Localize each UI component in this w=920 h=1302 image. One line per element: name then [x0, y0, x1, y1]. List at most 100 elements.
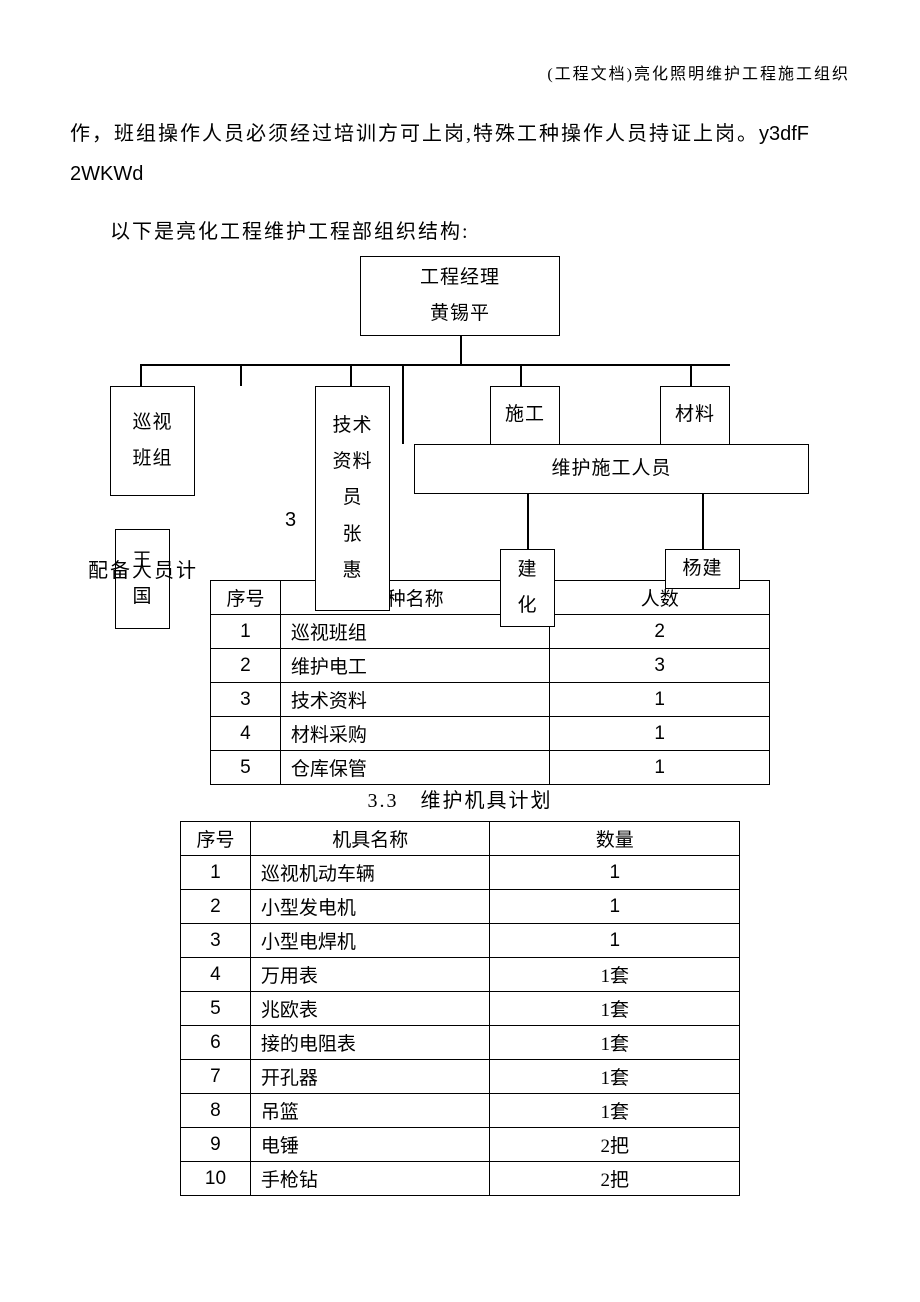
org-box-yangjian: 杨建	[665, 549, 740, 589]
cell: 1	[550, 683, 770, 717]
org-line	[460, 336, 462, 364]
cell: 兆欧表	[250, 992, 490, 1026]
table-row: 2 维护电工 3	[211, 649, 770, 683]
org-maintain-l1: 维护施工人员	[551, 451, 671, 487]
t2-h2: 机具名称	[250, 822, 490, 856]
org-line	[690, 364, 692, 386]
t1-h1: 序号	[211, 581, 281, 615]
org-line	[702, 494, 704, 549]
doc-header: (工程文档)亮化照明维护工程施工组织	[70, 60, 850, 84]
table-row: 1 巡视班组 2	[211, 615, 770, 649]
cell: 3	[550, 649, 770, 683]
org-line	[402, 364, 404, 444]
org-tech-l5: 惠	[342, 553, 362, 589]
table-row: 8吊篮1套	[181, 1094, 740, 1128]
cell: 1	[181, 856, 251, 890]
table-row: 3 技术资料 1	[211, 683, 770, 717]
cell: 电锤	[250, 1128, 490, 1162]
cell: 2把	[490, 1128, 740, 1162]
org-line	[350, 364, 352, 386]
cell: 1套	[490, 992, 740, 1026]
cell: 开孔器	[250, 1060, 490, 1094]
table-row: 3小型电焊机1	[181, 924, 740, 958]
org-label-peibeipeople: 配备人员计	[88, 554, 198, 583]
cell: 1	[211, 615, 281, 649]
table-row: 4万用表1套	[181, 958, 740, 992]
cell: 1套	[490, 1094, 740, 1128]
table-row: 5兆欧表1套	[181, 992, 740, 1026]
org-jian-l1: 建	[517, 552, 537, 588]
org-manager-title: 工程经理	[420, 260, 500, 296]
table-row: 7开孔器1套	[181, 1060, 740, 1094]
cell: 小型电焊机	[250, 924, 490, 958]
cell: 2	[211, 649, 281, 683]
cell: 2	[550, 615, 770, 649]
t2-h1: 序号	[181, 822, 251, 856]
org-inspect-l2: 班组	[132, 441, 172, 477]
cell: 吊篮	[250, 1094, 490, 1128]
paragraph-1: 作，班组操作人员必须经过培训方可上岗,特殊工种操作人员持证上岗。y3dfF 2W…	[70, 114, 850, 194]
cell: 仓库保管	[280, 751, 549, 785]
cell: 2	[181, 890, 251, 924]
org-wang-l2: 国	[132, 579, 152, 615]
org-box-tech: 技术 资料 员 张 惠	[315, 386, 390, 611]
t2-h3: 数量	[490, 822, 740, 856]
cell: 手枪钻	[250, 1162, 490, 1196]
org-material-l1: 材料	[675, 397, 715, 433]
cell: 巡视机动车辆	[250, 856, 490, 890]
org-box-construct: 施工	[490, 386, 560, 444]
org-label-3: 3	[285, 509, 298, 532]
cell: 3	[211, 683, 281, 717]
org-tech-l1: 技术	[332, 408, 372, 444]
cell: 6	[181, 1026, 251, 1060]
org-chart: 工程经理 黄锡平 巡视 班组 技术 资料 员 张 惠 施工 材料 维护施工人员 …	[70, 256, 850, 776]
org-construct-l1: 施工	[505, 397, 545, 433]
org-line	[140, 364, 142, 386]
table-row: 2小型发电机1	[181, 890, 740, 924]
table-header-row: 序号 机具名称 数量	[181, 822, 740, 856]
org-jian-l2: 化	[517, 588, 537, 624]
cell: 2把	[490, 1162, 740, 1196]
cell: 1	[490, 856, 740, 890]
cell: 8	[181, 1094, 251, 1128]
cell: 1	[490, 890, 740, 924]
cell: 材料采购	[280, 717, 549, 751]
org-line	[240, 364, 242, 386]
org-line	[520, 364, 522, 386]
cell: 万用表	[250, 958, 490, 992]
cell: 4	[181, 958, 251, 992]
cell: 1套	[490, 1060, 740, 1094]
cell: 技术资料	[280, 683, 549, 717]
equipment-table: 序号 机具名称 数量 1巡视机动车辆1 2小型发电机1 3小型电焊机1 4万用表…	[180, 821, 740, 1196]
table-row: 4 材料采购 1	[211, 717, 770, 751]
cell: 1套	[490, 958, 740, 992]
table-row: 1巡视机动车辆1	[181, 856, 740, 890]
cell: 5	[181, 992, 251, 1026]
org-line	[140, 364, 730, 366]
cell: 3	[181, 924, 251, 958]
org-yang-l1: 杨建	[682, 551, 722, 587]
org-tech-l4: 张	[342, 517, 362, 553]
cell: 1	[490, 924, 740, 958]
cell: 4	[211, 717, 281, 751]
org-line	[527, 494, 529, 549]
cell: 5	[211, 751, 281, 785]
cell: 维护电工	[280, 649, 549, 683]
cell: 1	[550, 717, 770, 751]
org-box-inspect: 巡视 班组	[110, 386, 195, 496]
personnel-table: 序号 种名称 人数 1 巡视班组 2 2 维护电工 3 3 技术资料 1 4 材	[210, 580, 770, 785]
org-box-jianhua: 建 化	[500, 549, 555, 627]
cell: 7	[181, 1060, 251, 1094]
cell: 小型发电机	[250, 890, 490, 924]
cell: 9	[181, 1128, 251, 1162]
table-row: 6接的电阻表1套	[181, 1026, 740, 1060]
org-tech-l3: 员	[342, 480, 362, 516]
org-manager-name: 黄锡平	[430, 296, 490, 332]
org-box-maintain: 维护施工人员	[414, 444, 809, 494]
table-row: 10手枪钻2把	[181, 1162, 740, 1196]
org-box-manager: 工程经理 黄锡平	[360, 256, 560, 336]
cell: 1套	[490, 1026, 740, 1060]
org-box-material: 材料	[660, 386, 730, 444]
org-inspect-l1: 巡视	[132, 405, 172, 441]
table-row: 9电锤2把	[181, 1128, 740, 1162]
